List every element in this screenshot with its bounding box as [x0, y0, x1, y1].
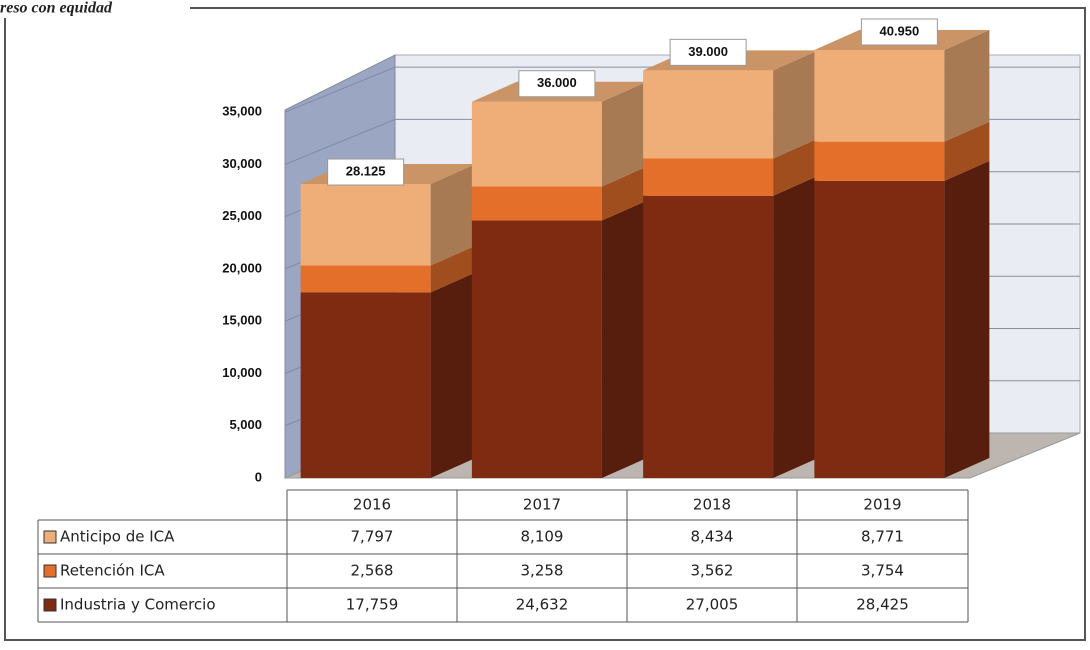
bar-side [601, 81, 647, 187]
total-label-box [518, 70, 596, 98]
bar-side [944, 121, 990, 181]
x-tick-label: 2019 [863, 496, 901, 514]
y-tick-label: 35,000 [222, 104, 262, 119]
y-tick-label: 5,000 [229, 417, 262, 432]
bar-segment [814, 180, 945, 479]
table-value: 24,632 [516, 596, 569, 614]
legend-label: Anticipo de ICA [60, 528, 175, 546]
bar-side [430, 164, 476, 266]
page-title: reso con equidad [0, 0, 113, 17]
total-label-box [860, 18, 938, 46]
table-value: 28,425 [856, 596, 909, 614]
table-value: 2,568 [351, 562, 394, 580]
bar-side [944, 29, 990, 142]
table-value: 7,797 [351, 528, 394, 546]
table-value: 27,005 [686, 596, 739, 614]
bar-side [773, 175, 819, 478]
y-tick-label: 15,000 [222, 313, 262, 328]
table-value: 17,759 [346, 596, 399, 614]
bar-side [601, 200, 647, 478]
bar-segment [471, 186, 602, 221]
total-label: 36.000 [537, 75, 577, 90]
table-value: 3,562 [691, 562, 734, 580]
table-value: 8,771 [861, 528, 904, 546]
bar-side [430, 245, 476, 293]
total-label: 39.000 [688, 44, 728, 59]
bar-side [944, 160, 990, 479]
bar-segment [814, 141, 945, 181]
total-label-box [327, 158, 405, 186]
table-value: 8,109 [521, 528, 564, 546]
y-tick-label: 20,000 [222, 260, 262, 275]
y-tick-label: 10,000 [222, 365, 262, 380]
table-value: 3,258 [521, 562, 564, 580]
total-label: 40.950 [879, 23, 919, 38]
bar-side [601, 166, 647, 221]
title-bg [0, 0, 190, 18]
table-value: 8,434 [691, 528, 734, 546]
bar-segment [471, 101, 602, 187]
legend-swatch [43, 530, 57, 544]
bar-segment [814, 49, 945, 142]
total-label: 28.125 [346, 163, 386, 178]
y-tick-label: 25,000 [222, 208, 262, 223]
bar-segment [643, 70, 774, 159]
table-value: 3,754 [861, 562, 904, 580]
legend-swatch [43, 564, 57, 578]
x-tick-label: 2018 [693, 496, 731, 514]
bar-segment [300, 292, 431, 478]
grid-line-side [284, 66, 396, 113]
bar-segment [300, 265, 431, 293]
x-tick-label: 2016 [353, 496, 391, 514]
bar-segment [300, 184, 431, 266]
legend-label: Retención ICA [60, 562, 165, 580]
grid-line-side [284, 118, 396, 165]
bar-segment [471, 220, 602, 478]
x-tick-label: 2017 [523, 496, 561, 514]
legend-label: Industria y Comercio [60, 596, 216, 614]
y-tick-label: 30,000 [222, 156, 262, 171]
legend-swatch [43, 598, 57, 612]
bar-side [773, 138, 819, 196]
bar-segment [643, 158, 774, 196]
bar-side [430, 272, 476, 478]
total-label-box [669, 38, 747, 66]
bar-side [773, 50, 819, 159]
y-tick-label: 0 [255, 469, 262, 484]
bar-segment [643, 195, 774, 478]
